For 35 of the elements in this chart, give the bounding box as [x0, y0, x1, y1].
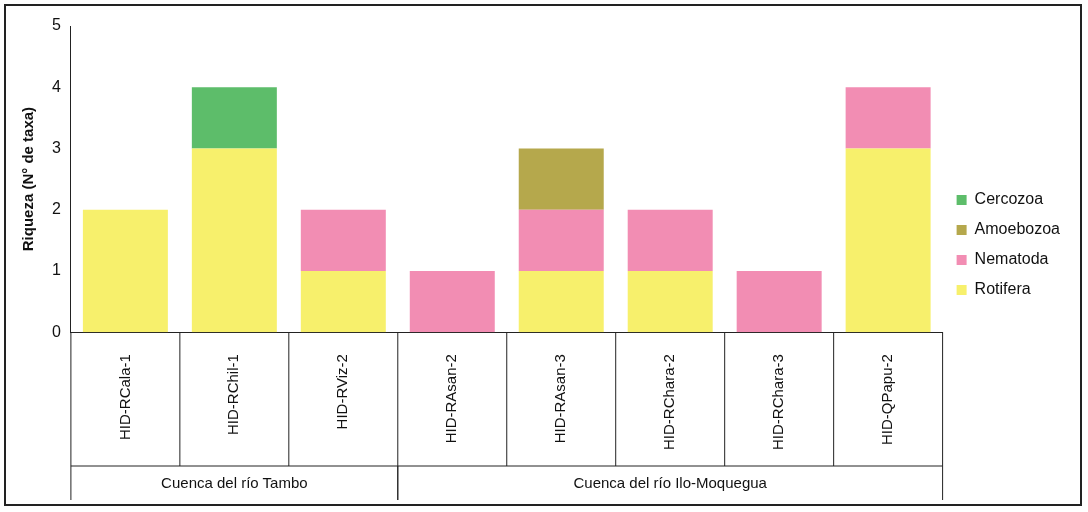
x-tick-label: HID-RAsan-3: [551, 354, 569, 444]
y-tick-label: 0: [51, 322, 61, 340]
x-tick-label: HID-RChara-3: [769, 354, 787, 451]
y-tick-label: 1: [51, 261, 61, 279]
bar: [300, 270, 386, 333]
text: Cuenca del río Tambo: [161, 474, 308, 492]
x-tick-label: HID-RViz-2: [333, 354, 351, 430]
legend-label: Cercozoa: [974, 190, 1044, 208]
bar: [845, 87, 931, 149]
legend-label: Rotifera: [974, 280, 1031, 298]
y-tick-label: 2: [51, 200, 61, 218]
bar: [409, 270, 495, 333]
bar: [627, 209, 713, 271]
bar: [191, 87, 277, 149]
x-tick-label: HID-RChara-2: [660, 354, 678, 451]
legend-label: Amoebozoa: [974, 220, 1061, 238]
bar: [518, 270, 604, 333]
bar: [627, 270, 713, 333]
y-tick-label: 3: [51, 138, 61, 156]
bar: [518, 209, 604, 271]
legend-label: Nematoda: [974, 250, 1049, 268]
y-axis-title: Riqueza (N° de taxa): [19, 106, 37, 252]
x-tick-label: HID-RChil-1: [224, 354, 242, 435]
bar: [82, 209, 168, 333]
y-tick-label: 4: [51, 77, 61, 95]
y-tick-label: 5: [51, 16, 61, 34]
bar: [736, 270, 822, 333]
x-tick-label: HID-RCala-1: [115, 354, 133, 441]
bar: [518, 148, 604, 210]
bar: [191, 148, 277, 333]
text: Cuenca del río Ilo-Moquegua: [573, 474, 768, 492]
x-tick-label: HID-QPapu-2: [878, 354, 896, 446]
x-tick-label: HID-RAsan-2: [442, 354, 460, 444]
bar: [300, 209, 386, 271]
bar: [845, 148, 931, 333]
